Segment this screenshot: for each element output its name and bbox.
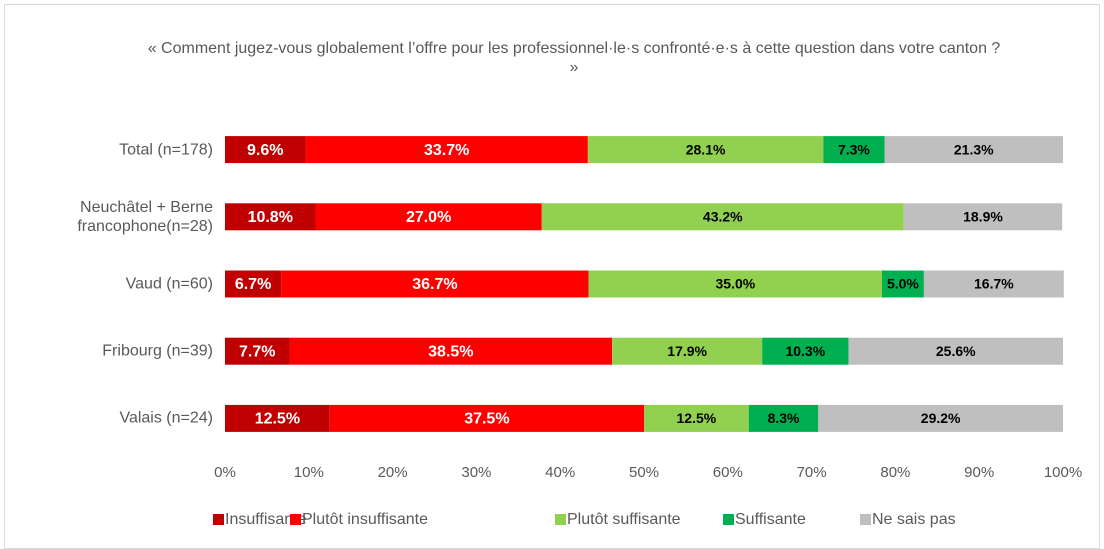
- bar-segment: [289, 337, 613, 365]
- bar-segment: [884, 136, 1063, 164]
- data-label: 18.9%: [963, 209, 1003, 225]
- bar-segment: [923, 270, 1064, 298]
- data-label: 6.7%: [235, 276, 271, 293]
- data-label: 33.7%: [424, 142, 469, 159]
- x-tick-label: 100%: [1044, 464, 1082, 481]
- data-label: 16.7%: [974, 276, 1014, 292]
- bar-segment: [225, 136, 306, 164]
- data-label: 12.5%: [677, 410, 717, 426]
- x-tick-label: 20%: [378, 464, 408, 481]
- data-label: 36.7%: [412, 276, 457, 293]
- category-label: Neuchâtel + Berne francophone(n=28): [77, 198, 213, 235]
- bar-segment: [848, 337, 1063, 365]
- bar-segment: [315, 203, 542, 231]
- legend-label: Plutôt suffisante: [567, 511, 681, 528]
- data-label: 8.3%: [768, 410, 800, 426]
- data-label: 10.3%: [785, 343, 825, 359]
- x-tick-label: 30%: [461, 464, 491, 481]
- data-label: 12.5%: [255, 411, 300, 428]
- x-tick-label: 80%: [880, 464, 910, 481]
- bar-segment: [305, 136, 588, 164]
- bar-segment: [587, 136, 824, 164]
- legend-swatch: [723, 514, 734, 525]
- data-label: 38.5%: [428, 343, 473, 360]
- x-tick-label: 90%: [964, 464, 994, 481]
- bar-segment: [225, 404, 330, 432]
- bar-segment: [612, 337, 763, 365]
- data-label: 37.5%: [464, 411, 509, 428]
- bar-segment: [881, 270, 924, 298]
- bar-segment: [225, 203, 316, 231]
- legend-label: Plutôt insuffisante: [302, 511, 428, 528]
- data-label: 29.2%: [921, 410, 961, 426]
- bar-segment: [762, 337, 849, 365]
- x-tick-label: 10%: [294, 464, 324, 481]
- data-label: 5.0%: [887, 276, 919, 292]
- data-label: 35.0%: [715, 276, 755, 292]
- bar-segment: [588, 270, 882, 298]
- x-tick-label: 70%: [797, 464, 827, 481]
- legend-label: Suffisante: [735, 511, 806, 528]
- bar-segment: [541, 203, 904, 231]
- bar-segment: [329, 404, 644, 432]
- legend-label: Insuffisante: [225, 511, 307, 528]
- data-label: 9.6%: [247, 142, 283, 159]
- x-tick-label: 0%: [214, 464, 236, 481]
- category-label: Fribourg (n=39): [102, 342, 213, 360]
- data-label: 10.8%: [248, 209, 293, 226]
- data-label: 7.3%: [838, 141, 870, 157]
- x-tick-label: 50%: [629, 464, 659, 481]
- data-label: 27.0%: [406, 209, 451, 226]
- legend-swatch: [213, 514, 224, 525]
- data-label: 43.2%: [703, 209, 743, 225]
- data-label: 25.6%: [936, 343, 976, 359]
- legend-swatch: [290, 514, 301, 525]
- bar-segment: [225, 337, 290, 365]
- bar-segment: [903, 203, 1063, 231]
- bar-segment: [644, 404, 749, 432]
- bar-segment: [281, 270, 589, 298]
- bar-segment: [748, 404, 819, 432]
- category-label: Total (n=178): [119, 141, 213, 159]
- legend-swatch: [860, 514, 871, 525]
- category-label: Vaud (n=60): [125, 275, 213, 293]
- x-tick-label: 40%: [545, 464, 575, 481]
- chart-title: « Comment jugez-vous globalement l’offre…: [147, 40, 1001, 76]
- x-tick-label: 60%: [713, 464, 743, 481]
- bar-segment: [225, 270, 282, 298]
- data-label: 17.9%: [667, 343, 707, 359]
- data-label: 7.7%: [239, 343, 275, 360]
- legend-swatch: [555, 514, 566, 525]
- legend-label: Ne sais pas: [872, 511, 956, 528]
- bar-segment: [823, 136, 885, 164]
- data-label: 21.3%: [954, 141, 994, 157]
- category-label: Valais (n=24): [119, 409, 213, 427]
- data-label: 28.1%: [686, 141, 726, 157]
- bar-segment: [818, 404, 1063, 432]
